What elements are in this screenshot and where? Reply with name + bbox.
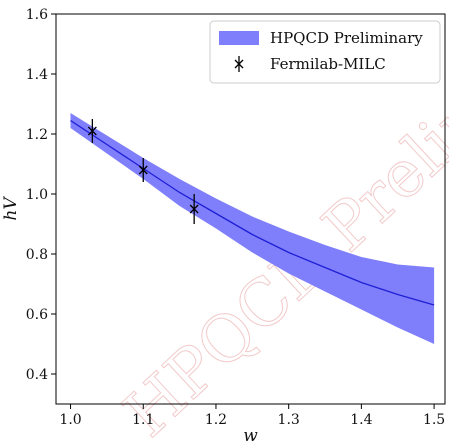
y-tick-label: 1.2 <box>26 127 48 143</box>
axes: 1.0 1.1 1.2 1.3 1.4 1.5 0.4 0.6 0.8 1.0 1.2 1.4 1.6 w… <box>1 7 446 444</box>
x-tick-label: 1.5 <box>423 412 445 428</box>
y-axis-title: hV <box>1 196 21 221</box>
x-axis-title: w <box>243 426 258 444</box>
y-tick-label: 1.6 <box>26 7 48 23</box>
legend-frame <box>209 20 441 84</box>
legend-points-marker <box>234 56 244 72</box>
x-tick-label: 1.1 <box>132 412 154 428</box>
data-point <box>138 158 148 182</box>
y-tick-label: 0.6 <box>26 307 48 323</box>
x-tick-label: 1.3 <box>278 412 300 428</box>
legend-band-swatch <box>219 31 259 45</box>
plot-area <box>70 113 435 344</box>
y-tick-label: 1.4 <box>26 67 48 83</box>
y-tick-label: 0.4 <box>26 367 48 383</box>
band-area <box>70 113 435 344</box>
band-center-line <box>70 119 435 306</box>
point-marker-stroke <box>138 165 148 175</box>
x-tick-label: 1.2 <box>205 412 227 428</box>
legend: HPQCD Preliminary Fermilab-MILC <box>209 20 441 84</box>
x-tick-label: 1.4 <box>350 412 372 428</box>
y-tick-label: 0.8 <box>26 247 48 263</box>
data-point <box>87 119 97 143</box>
data-point <box>189 194 199 224</box>
x-tick-label: 1.0 <box>59 412 81 428</box>
y-tick-label: 1.0 <box>26 187 48 203</box>
axes-frame <box>55 13 446 405</box>
legend-band-label: HPQCD Preliminary <box>270 29 423 47</box>
legend-points-label: Fermilab-MILC <box>270 55 386 73</box>
point-marker-stroke <box>87 126 97 136</box>
point-marker-stroke <box>189 204 199 214</box>
